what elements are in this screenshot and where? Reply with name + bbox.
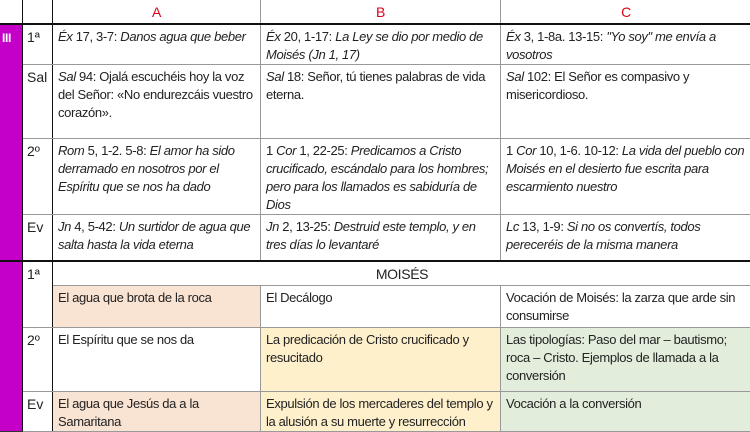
reading-text: 2, 13-25: bbox=[279, 219, 334, 234]
row-label: 1ª bbox=[23, 261, 53, 327]
reading-cell: Sal 94: Ojalá escuchéis hoy la voz del S… bbox=[53, 64, 261, 138]
reading-text: Éx bbox=[266, 29, 280, 44]
reading-text: 3, 1-8a. 13-15: bbox=[520, 29, 606, 44]
reading-text: 1 bbox=[506, 143, 516, 158]
row-label: Sal bbox=[23, 64, 53, 138]
column-header-b: B bbox=[261, 0, 501, 24]
theme-cell: El Decálogo bbox=[261, 285, 501, 327]
row-label: Ev bbox=[23, 214, 53, 261]
corner-cell bbox=[23, 0, 53, 24]
theme-cell: El agua que Jesús da a la Samaritana bbox=[53, 391, 261, 431]
reading-cell: Sal 18: Señor, tú tienes palabras de vid… bbox=[261, 64, 501, 138]
reading-cell: Lc 13, 1-9: Si no os convertís, todos pe… bbox=[501, 214, 750, 261]
reading-text: Éx bbox=[506, 29, 520, 44]
reading-text: Lc bbox=[506, 219, 519, 234]
reading-text: Sal bbox=[58, 69, 76, 84]
reading-text: Cor bbox=[516, 143, 536, 158]
theme-cell: Vocación a la conversión bbox=[501, 391, 750, 431]
row-label: Ev bbox=[23, 391, 53, 431]
reading-text: 13, 1-9: bbox=[519, 219, 567, 234]
reading-text: Jn bbox=[266, 219, 279, 234]
reading-text: 20, 1-17: bbox=[280, 29, 335, 44]
theme-cell: Expulsión de los mercaderes del templo y… bbox=[261, 391, 501, 431]
reading-text: 10, 1-6. 10-12: bbox=[536, 143, 622, 158]
theme-cell: La predicación de Cristo crucificado y r… bbox=[261, 327, 501, 391]
reading-text: Sal bbox=[266, 69, 284, 84]
section-label: III bbox=[0, 24, 23, 262]
theme-cell: Las tipologías: Paso del mar – bautismo;… bbox=[501, 327, 750, 391]
reading-cell: Éx 20, 1-17: La Ley se dio por medio de … bbox=[261, 24, 501, 65]
theme-cell: MOISÉS bbox=[53, 261, 750, 285]
row-label: 1ª bbox=[23, 24, 53, 65]
theme-cell: Vocación de Moisés: la zarza que arde si… bbox=[501, 285, 750, 327]
reading-cell: Jn 4, 5-42: Un surtidor de agua que salt… bbox=[53, 214, 261, 261]
reading-text: 17, 3-7: bbox=[72, 29, 120, 44]
reading-cell: 1 Cor 10, 1-6. 10-12: La vida del pueblo… bbox=[501, 138, 750, 214]
row-label: 2º bbox=[23, 327, 53, 391]
reading-text: Éx bbox=[58, 29, 72, 44]
reading-text: 102: El Señor es compasivo y misericordi… bbox=[506, 69, 689, 102]
reading-cell: Éx 3, 1-8a. 13-15: "Yo soy" me envía a v… bbox=[501, 24, 750, 65]
reading-text: 1 bbox=[266, 143, 276, 158]
row-label: 2º bbox=[23, 138, 53, 214]
corner-cell bbox=[0, 0, 23, 24]
reading-text: 5, 1-2. 5-8: bbox=[84, 143, 149, 158]
reading-cell: Jn 2, 13-25: Destruid este templo, y en … bbox=[261, 214, 501, 261]
reading-cell: Sal 102: El Señor es compasivo y miseric… bbox=[501, 64, 750, 138]
reading-cell: Rom 5, 1-2. 5-8: El amor ha sido derrama… bbox=[53, 138, 261, 214]
column-header-c: C bbox=[501, 0, 750, 24]
reading-text: Sal bbox=[506, 69, 524, 84]
theme-cell: El Espíritu que se nos da bbox=[53, 327, 261, 391]
reading-text: Cor bbox=[276, 143, 296, 158]
reading-text: 4, 5-42: bbox=[71, 219, 119, 234]
column-header-a: A bbox=[53, 0, 261, 24]
reading-text: 94: Ojalá escuchéis hoy la voz del Señor… bbox=[58, 69, 253, 120]
reading-text: Jn bbox=[58, 219, 71, 234]
reading-text: Danos agua que beber bbox=[120, 29, 245, 44]
reading-cell: 1 Cor 1, 22-25: Predicamos a Cristo cruc… bbox=[261, 138, 501, 214]
reading-text: 18: Señor, tú tienes palabras de vida et… bbox=[266, 69, 485, 102]
reading-text: Rom bbox=[58, 143, 84, 158]
reading-cell: Éx 17, 3-7: Danos agua que beber bbox=[53, 24, 261, 65]
theme-cell: El agua que brota de la roca bbox=[53, 285, 261, 327]
section-marker bbox=[0, 261, 23, 431]
reading-text: 1, 22-25: bbox=[296, 143, 351, 158]
